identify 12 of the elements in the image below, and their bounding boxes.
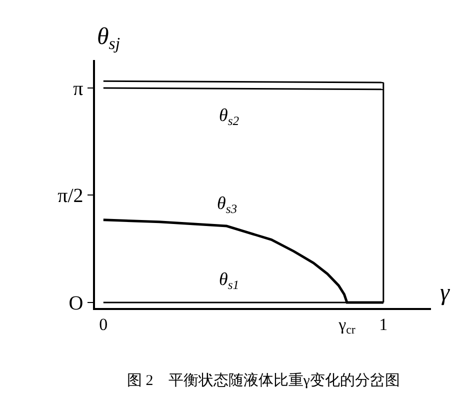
- x-axis-title: γ: [440, 280, 450, 306]
- series-label: θ$_{s2}$: [219, 105, 240, 128]
- y-tick-label: π/2: [58, 185, 84, 208]
- y-axis-title: θ$_{sj}$: [97, 24, 120, 54]
- series-label: θ$_{s1}$: [219, 269, 240, 292]
- y-tick-label: π: [73, 78, 84, 100]
- x-tick-label: 0: [99, 315, 108, 334]
- series-label: θ$_{s3}$: [217, 193, 238, 216]
- x-tick-label: 1: [379, 315, 388, 334]
- x-tick-label: γ$_{cr}$: [338, 315, 356, 337]
- y-tick-label: O: [68, 292, 84, 315]
- caption: 图 2 平衡状态随液体比重γ变化的分岔图: [127, 372, 400, 389]
